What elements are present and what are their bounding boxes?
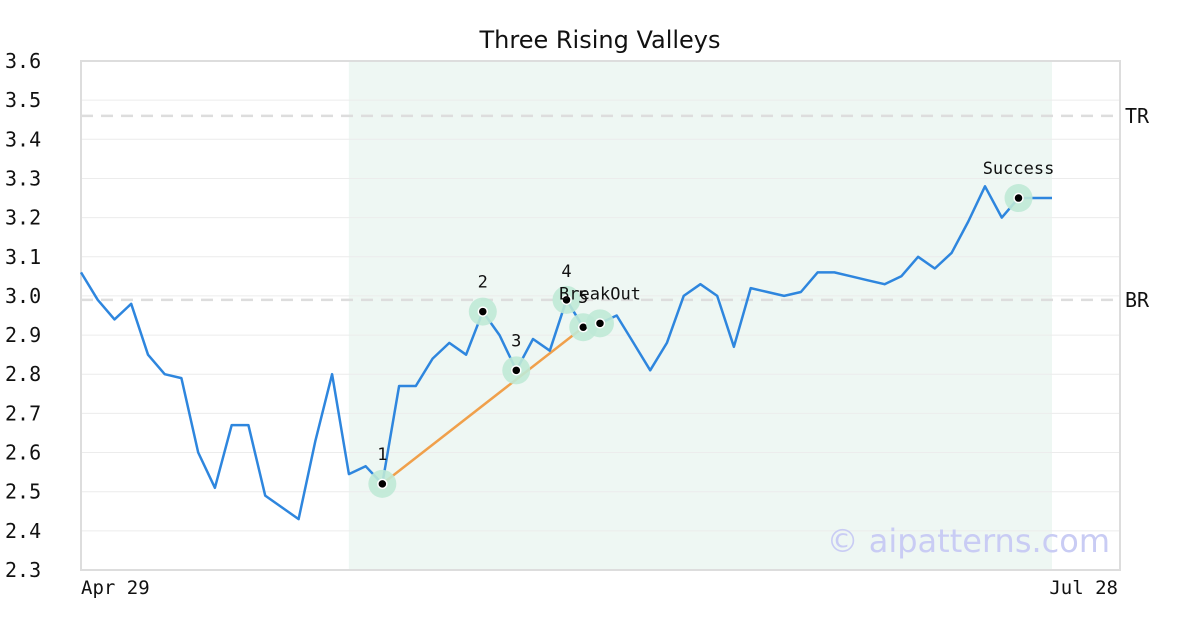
y-tick-label: 2.7 xyxy=(5,401,41,425)
y-tick-label: 2.4 xyxy=(5,519,41,543)
pattern-region xyxy=(348,61,1052,570)
level-label-br: BR xyxy=(1125,288,1150,312)
point-label-4: 4 xyxy=(561,262,571,282)
x-end-label: Jul 28 xyxy=(1049,577,1118,599)
y-tick-label: 2.8 xyxy=(5,362,41,386)
point-label-1: 1 xyxy=(377,445,387,465)
point-marker-3 xyxy=(511,365,522,376)
point-label-breakout: BreakOut xyxy=(559,284,641,304)
y-tick-label: 3.3 xyxy=(5,166,41,190)
level-lines: TR BR xyxy=(81,104,1150,312)
point-marker-success xyxy=(1013,192,1024,204)
point-marker-1 xyxy=(377,478,388,490)
point-marker-4 xyxy=(561,294,572,306)
y-tick-label: 3.1 xyxy=(5,245,41,269)
y-tick-label: 2.9 xyxy=(5,323,41,347)
trend-line xyxy=(381,326,585,485)
point-marker-breakout xyxy=(594,318,606,329)
plot-frame xyxy=(80,60,1121,571)
point-label-2: 2 xyxy=(478,273,488,293)
y-tick-label: 3.5 xyxy=(5,88,41,112)
y-tick-label: 3.4 xyxy=(5,127,41,151)
y-tick-label: 2.3 xyxy=(5,558,41,582)
level-label-tr: TR xyxy=(1125,104,1150,128)
x-start-label: Apr 29 xyxy=(81,577,150,599)
chart-title: Three Rising Valleys xyxy=(478,26,720,54)
y-tick-label: 3.2 xyxy=(5,206,41,230)
y-tick-label: 2.5 xyxy=(5,480,41,504)
point-label-5: 5 xyxy=(578,288,588,308)
y-tick-label: 2.6 xyxy=(5,441,41,465)
point-label-success: Success xyxy=(983,159,1055,179)
y-tick-label: 3.6 xyxy=(5,49,41,73)
point-marker-2 xyxy=(477,306,489,317)
y-tick-label: 3.0 xyxy=(5,284,41,308)
watermark: © aipatterns.com xyxy=(827,522,1110,560)
point-label-3: 3 xyxy=(511,331,521,351)
y-axis-ticks: 2.3 2.4 2.5 2.6 2.7 2.8 2.9 3.0 3.1 3.2 3.3 3.4 3.5 3… xyxy=(5,49,41,582)
